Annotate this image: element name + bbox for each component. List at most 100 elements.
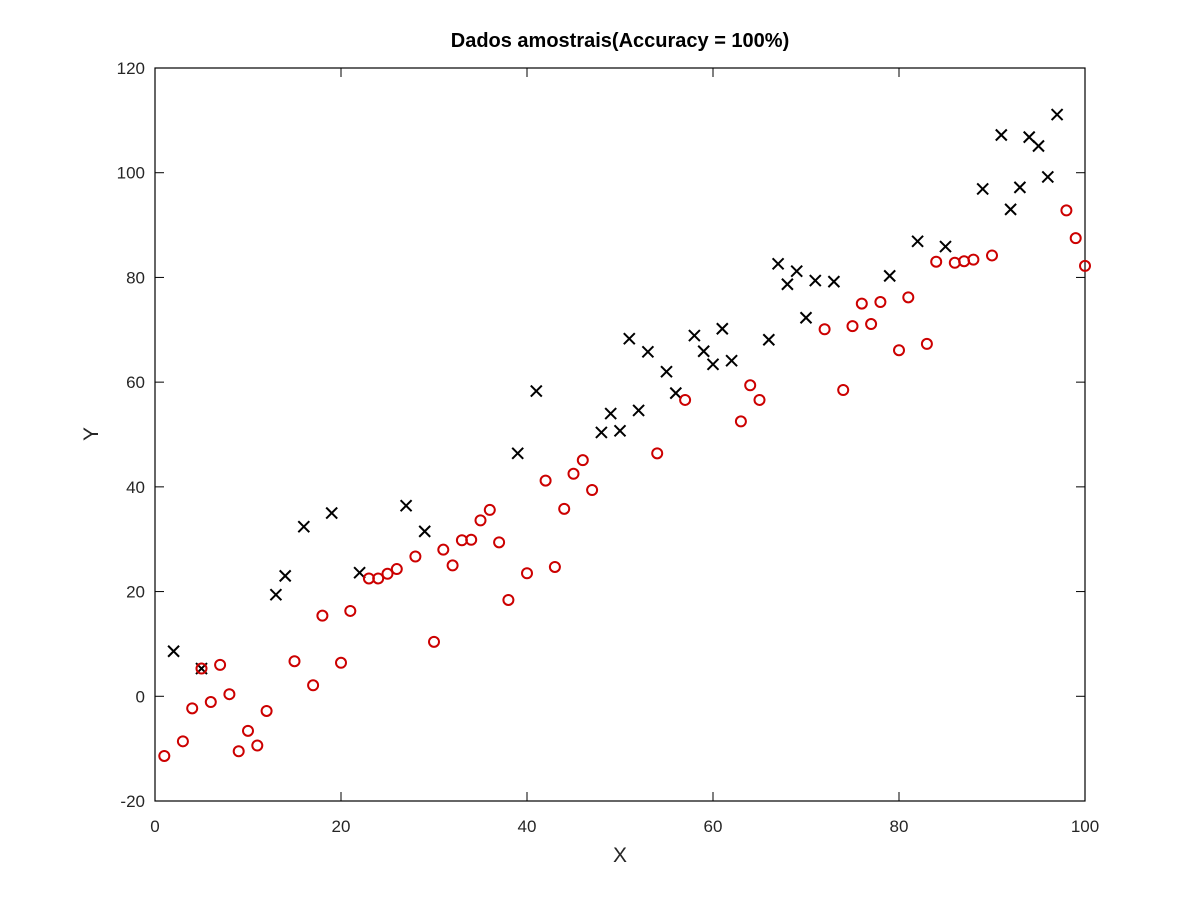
circle-marker-point: [502, 593, 515, 606]
circle-marker-point: [679, 393, 692, 406]
x-tick-label: 0: [150, 817, 159, 836]
y-tick-label: 120: [117, 59, 145, 78]
circle-marker-point: [818, 323, 831, 336]
circle-marker-point: [204, 696, 217, 709]
y-tick-label: 80: [126, 268, 145, 287]
x-marker-point: [771, 257, 785, 271]
circle-marker-point: [539, 474, 552, 487]
circle-marker-point: [390, 563, 403, 576]
circle-marker-point: [483, 503, 496, 516]
x-axis-label: X: [613, 844, 627, 867]
circle-marker-point: [651, 447, 664, 460]
circle-marker-point: [986, 249, 998, 262]
x-marker-point: [278, 569, 292, 583]
x-tick-label: 80: [890, 817, 909, 836]
circle-marker-point: [465, 533, 478, 546]
circle-marker-point: [855, 297, 868, 310]
x-marker-point: [1032, 139, 1045, 153]
x-marker-point: [641, 345, 655, 358]
x-marker-point: [781, 278, 794, 291]
x-marker-point: [660, 365, 673, 378]
circle-marker-point: [586, 483, 599, 496]
circle-marker-point: [744, 379, 757, 392]
x-marker-point: [269, 588, 283, 601]
x-marker-point: [511, 447, 524, 460]
circle-marker-point: [1060, 204, 1073, 217]
circle-marker-point: [920, 337, 933, 350]
circle-marker-point: [186, 702, 199, 715]
circle-marker-point: [316, 609, 329, 622]
circle-marker-point: [260, 704, 273, 717]
circle-marker-point: [437, 543, 450, 556]
x-marker-point: [1050, 108, 1064, 121]
x-marker-point: [297, 520, 311, 533]
circle-marker-point: [242, 724, 254, 737]
x-marker-point: [883, 269, 896, 283]
x-marker-point: [1004, 203, 1017, 216]
x-marker-point: [167, 645, 180, 658]
x-marker-point: [688, 329, 701, 342]
circle-marker-point: [1079, 259, 1091, 272]
circle-marker-point: [734, 415, 747, 428]
chart-title: Dados amostrais(Accuracy = 100%): [451, 30, 790, 52]
y-tick-label: -20: [120, 792, 145, 811]
x-marker-point: [939, 240, 952, 253]
x-marker-point: [399, 499, 413, 512]
circle-marker-point: [344, 604, 357, 617]
y-tick-label: 0: [136, 687, 145, 706]
circle-marker-point: [865, 318, 878, 331]
y-tick-label: 100: [117, 164, 145, 183]
x-marker-point: [762, 333, 776, 346]
x-marker-point: [613, 424, 627, 438]
x-marker-point: [827, 275, 841, 288]
circle-marker-point: [446, 559, 459, 572]
circle-marker-point: [874, 296, 887, 309]
x-marker-point: [976, 182, 989, 196]
axis-ticks: 0 20 40 60 80 100 -20 0 20 40 60 80 100 120: [117, 59, 1100, 836]
circle-marker-point: [335, 656, 347, 669]
x-marker-point: [799, 311, 813, 324]
x-marker-point: [716, 322, 729, 335]
circle-marker-point: [930, 255, 943, 268]
x-marker-point: [1041, 170, 1055, 184]
x-marker-point: [353, 566, 366, 579]
circle-marker-point: [521, 567, 533, 580]
x-tick-label: 60: [704, 817, 723, 836]
circle-marker-point: [307, 679, 320, 692]
x-marker-point: [790, 264, 803, 278]
y-axis-label: Y: [80, 427, 103, 441]
x-marker-point: [697, 345, 710, 358]
circle-marker-point: [558, 502, 571, 515]
x-marker-point: [669, 386, 683, 400]
x-marker-point: [809, 274, 822, 287]
x-tick-label: 100: [1071, 817, 1099, 836]
y-tick-label: 20: [126, 583, 145, 602]
x-marker-point: [911, 235, 924, 248]
circle-marker-point: [893, 344, 905, 357]
circle-marker-point: [1069, 232, 1082, 245]
x-marker-point: [725, 354, 738, 367]
circle-marker-point: [967, 253, 980, 266]
circle-marker-point: [288, 655, 301, 668]
circle-marker-point: [176, 735, 189, 748]
x-marker-point: [1013, 181, 1027, 194]
circle-marker-point: [493, 536, 506, 549]
x-marker-point: [632, 404, 645, 417]
circle-marker-point: [158, 749, 171, 762]
x-marker-point: [595, 426, 608, 439]
circle-marker-point: [428, 635, 440, 648]
circle-marker-point: [381, 567, 394, 580]
plot-area: [154, 67, 1086, 802]
x-marker-point: [418, 525, 431, 538]
circle-marker-point: [195, 662, 208, 675]
y-tick-label: 60: [126, 373, 145, 392]
circle-marker-point: [548, 560, 561, 573]
x-marker-point: [604, 407, 617, 420]
circle-marker-point: [214, 658, 227, 671]
circle-marker-point: [372, 572, 385, 585]
x-marker-point: [530, 384, 543, 398]
x-tick-label: 20: [332, 817, 351, 836]
x-tick-label: 40: [518, 817, 537, 836]
y-tick-label: 40: [126, 478, 145, 497]
